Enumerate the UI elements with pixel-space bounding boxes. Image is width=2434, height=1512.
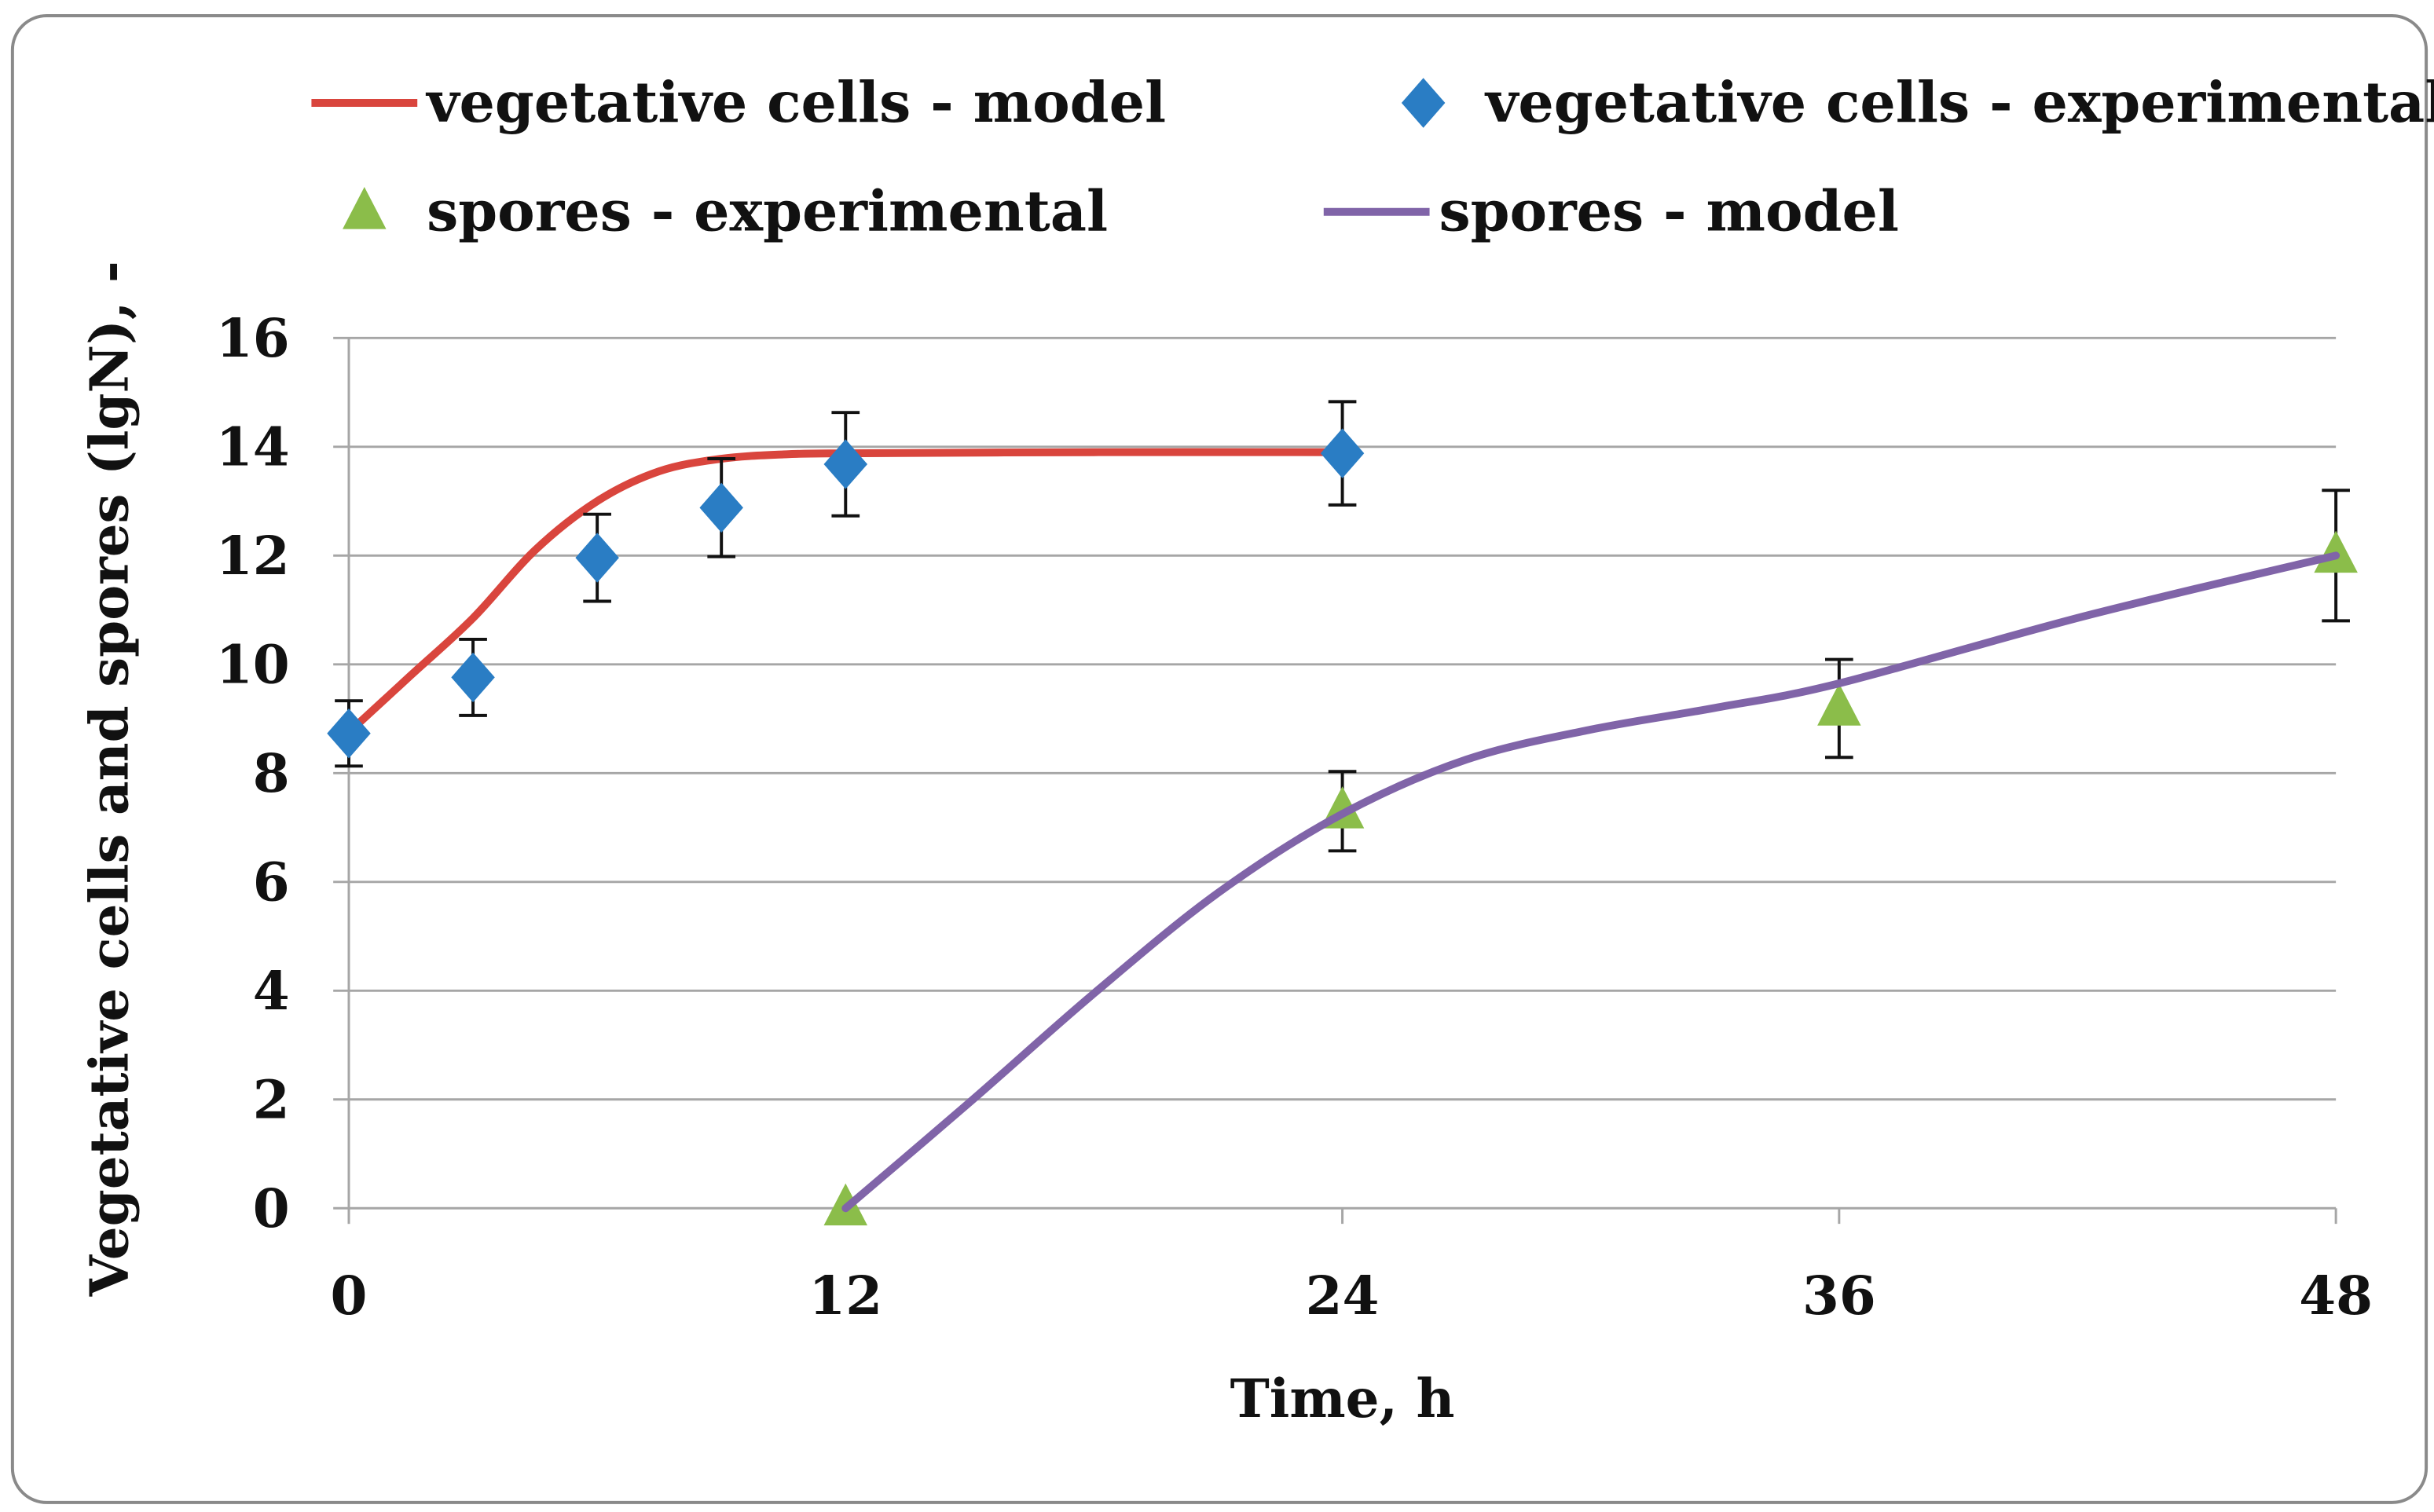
data-point <box>327 708 371 759</box>
y-tick-label: 10 <box>216 634 290 696</box>
y-tick-label: 4 <box>253 960 290 1022</box>
y-tick-label: 16 <box>216 307 290 369</box>
legend-item: vegetative cells - model <box>311 69 1166 135</box>
x-tick-label: 24 <box>1306 1265 1380 1327</box>
legend-marker-swatch <box>1401 78 1446 128</box>
legend-label: vegetative cells - model <box>425 69 1166 135</box>
model-line <box>345 448 1347 737</box>
y-tick-label: 14 <box>216 416 290 478</box>
x-tick-label: 12 <box>808 1265 882 1327</box>
x-tick-label: 48 <box>2299 1265 2373 1327</box>
y-tick-label: 2 <box>253 1069 290 1131</box>
series-spores-model <box>841 551 2341 1213</box>
legend-label: spores - experimental <box>427 178 1108 244</box>
legend-item: spores - model <box>1323 178 1899 244</box>
legend-item: spores - experimental <box>343 178 1108 244</box>
y-tick-label: 12 <box>216 525 290 587</box>
legend-marker-swatch <box>343 187 387 229</box>
data-point <box>1817 683 1861 726</box>
legend-label: spores - model <box>1439 178 1899 244</box>
data-point <box>699 482 743 533</box>
data-point <box>451 652 495 703</box>
model-line <box>841 551 2341 1213</box>
gridlines <box>333 336 2337 1210</box>
y-tick-label: 8 <box>253 742 290 804</box>
legend-item: vegetative cells - experimental <box>1401 69 2434 135</box>
data-point <box>2314 530 2358 573</box>
series-vegetative-cells-model <box>345 448 1347 737</box>
y-tick-label: 0 <box>253 1177 290 1239</box>
x-tick-label: 36 <box>1802 1265 1876 1327</box>
data-point <box>1320 428 1365 478</box>
y-axis-label: Vegetative cells and spores (lgN), - <box>79 261 141 1297</box>
data-point <box>823 439 868 489</box>
chart-frame <box>10 14 2429 1504</box>
x-tick-label: 0 <box>331 1265 368 1327</box>
y-tick-label: 6 <box>253 851 290 913</box>
x-axis-label: Time, h <box>1230 1367 1455 1430</box>
series-layer <box>327 400 2358 1226</box>
legend-label: vegetative cells - experimental <box>1484 69 2434 135</box>
legend: vegetative cells - model vegetative cells… <box>311 69 2434 244</box>
